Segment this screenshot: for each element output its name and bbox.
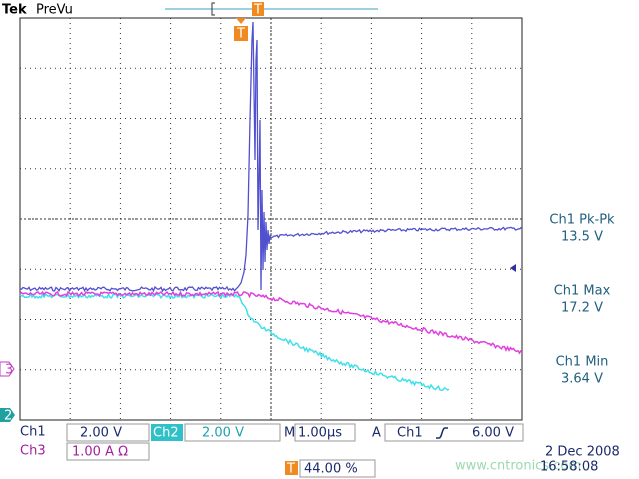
trigger-arrow xyxy=(236,18,246,24)
ch3-trace xyxy=(19,290,522,355)
level-arrow xyxy=(510,264,516,272)
ch2-trace xyxy=(19,292,450,392)
meas-value: 3.64 V xyxy=(561,372,603,387)
time-box xyxy=(294,423,356,442)
meas-value: 17.2 V xyxy=(561,301,603,316)
trig-pos: 44.00 % xyxy=(304,462,358,477)
time-scale: 1.00µs xyxy=(298,426,342,441)
time-prefix: M xyxy=(284,426,295,441)
trigger-top-label: T xyxy=(253,3,262,18)
ch3-label: Ch3 xyxy=(20,444,46,459)
trig-slope xyxy=(436,427,448,439)
meas-label: Ch1 Max xyxy=(554,284,611,299)
ch2-box xyxy=(184,423,281,442)
trigger-label: T xyxy=(236,27,245,42)
watermark: www.cntronics.com xyxy=(455,459,581,474)
trigger-marker xyxy=(234,26,248,41)
ch1-box xyxy=(66,423,150,442)
ch2-tab xyxy=(151,424,183,441)
acq-mode: A xyxy=(372,426,381,441)
ch3-marker-label: 3 xyxy=(5,363,13,378)
time: 16:58:08 xyxy=(540,460,598,475)
trig-pos-box xyxy=(299,459,376,478)
trig-source: Ch1 xyxy=(397,426,423,441)
record-bracket xyxy=(211,2,215,16)
ch1-label: Ch1 xyxy=(20,425,46,440)
trig-pos-icon xyxy=(285,461,298,475)
trig-level: 6.00 V xyxy=(472,426,514,441)
trigger-top-marker xyxy=(252,2,264,16)
ch1-scale: 2.00 V xyxy=(80,426,122,441)
ch3-marker xyxy=(0,361,15,377)
date: 2 Dec 2008 xyxy=(545,445,620,460)
meas-value: 13.5 V xyxy=(561,230,603,245)
mode: PreVu xyxy=(36,3,73,18)
trigger-box xyxy=(384,423,524,442)
trig-pos-icon-label: T xyxy=(286,462,295,477)
ch3-box xyxy=(66,442,150,461)
ch2-scale: 2.00 V xyxy=(202,426,244,441)
ch2-marker-label: 2 xyxy=(4,409,12,424)
brand: Tek xyxy=(2,3,27,18)
meas-label: Ch1 Min xyxy=(556,355,609,370)
ch1-trace xyxy=(19,21,522,293)
meas-label: Ch1 Pk-Pk xyxy=(549,213,615,228)
ch3-scale: 1.00 A Ω xyxy=(72,445,128,460)
ch2-marker xyxy=(0,408,15,422)
ch2-label: Ch2 xyxy=(153,426,179,441)
